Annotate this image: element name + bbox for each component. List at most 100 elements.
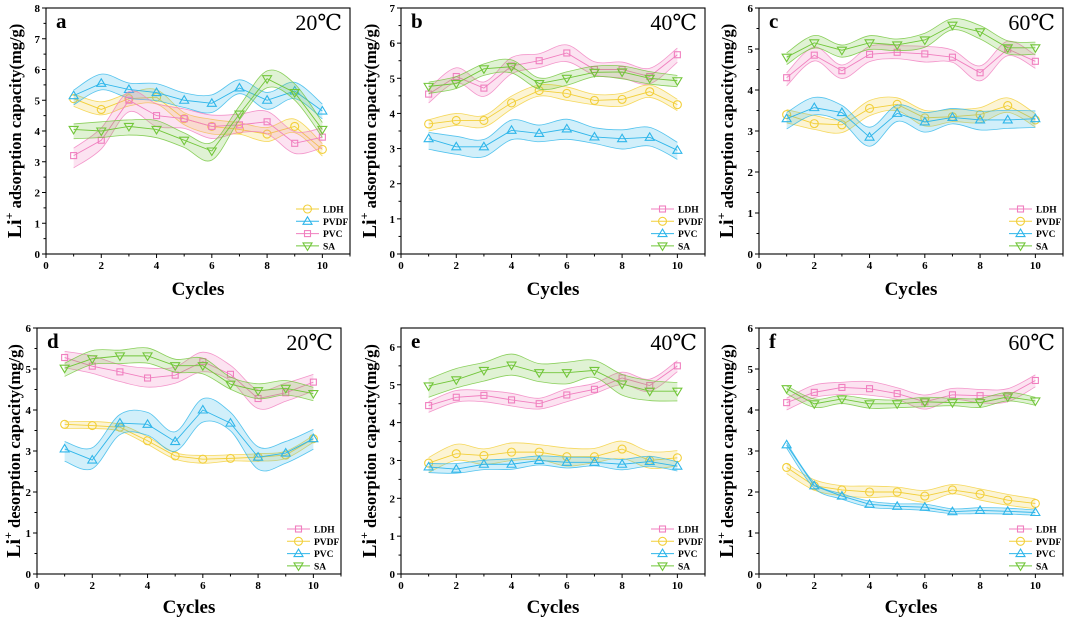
legend-label: PVC [1036, 230, 1056, 240]
data-point [152, 112, 161, 120]
legend-item-sa: SA [1009, 562, 1048, 572]
data-point [307, 390, 319, 400]
series-ldh [425, 44, 681, 104]
data-point [307, 433, 319, 443]
panel-label: a [56, 9, 67, 33]
series-pvc [781, 96, 1041, 147]
y-tick-label: 5 [35, 95, 41, 107]
legend-item-ldh: LDH [651, 525, 699, 536]
error-band-lower [786, 473, 1036, 510]
y-tick-label: 6 [390, 38, 396, 50]
data-point [836, 46, 848, 56]
panel-label: b [411, 9, 423, 33]
x-tick-label: 4 [154, 260, 160, 272]
series-line [786, 380, 1036, 404]
legend-marker [1016, 525, 1025, 533]
error-band [73, 74, 323, 119]
y-tick-label: 1 [748, 528, 754, 540]
error-band-upper [64, 347, 314, 388]
y-tick-label: 6 [35, 65, 41, 77]
legend-marker [293, 536, 304, 546]
data-point [451, 449, 461, 459]
data-point [808, 400, 820, 410]
legend-label: PVDF [323, 218, 349, 228]
error-band [64, 351, 314, 410]
data-point [920, 491, 930, 501]
error-band-upper [786, 96, 1036, 128]
x-tick-label: 8 [264, 260, 270, 272]
error-band [428, 354, 678, 402]
y-tick-label: 0 [26, 569, 32, 581]
data-point [891, 107, 903, 117]
error-band-lower [73, 86, 323, 162]
legend-marker [293, 548, 304, 558]
legend: LDH PVDF PVC SA [651, 525, 704, 572]
panel-temperature: 40℃ [650, 330, 697, 355]
data-point [892, 487, 902, 497]
data-point [87, 421, 97, 431]
data-point [671, 387, 683, 397]
legend-marker [1016, 205, 1025, 213]
y-tick-label: 3 [35, 157, 41, 169]
x-tick-label: 8 [977, 260, 983, 272]
plot-frame [758, 327, 1064, 575]
error-band [786, 442, 1036, 516]
legend-label: LDH [678, 526, 699, 536]
data-point [114, 352, 126, 362]
error-band-upper [428, 360, 678, 402]
data-point [452, 72, 460, 81]
data-point [143, 374, 152, 382]
error-band-lower [428, 71, 678, 94]
panel-label: c [769, 9, 778, 33]
data-point [976, 69, 984, 77]
legend-marker [657, 548, 668, 558]
data-point [1029, 397, 1041, 407]
series-line [428, 460, 678, 470]
data-point [781, 113, 793, 123]
x-tick-label: 2 [812, 580, 818, 592]
legend-item-pvc: PVC [296, 230, 343, 240]
data-point [891, 41, 903, 51]
data-point [59, 443, 71, 453]
data-point [864, 131, 876, 141]
x-tick-label: 2 [454, 260, 460, 272]
legend-marker [657, 216, 668, 226]
data-point [317, 144, 327, 154]
error-band [428, 44, 678, 103]
error-band-upper [786, 96, 1036, 121]
data-point [478, 65, 490, 75]
legend-label: PVC [678, 230, 698, 240]
x-tick-label: 4 [509, 260, 515, 272]
data-point [206, 97, 218, 107]
x-tick-label: 10 [672, 260, 684, 272]
legend-marker [1015, 242, 1026, 252]
data-point [671, 460, 683, 470]
series-sa [781, 18, 1041, 65]
x-axis-label: Cycles [885, 597, 938, 618]
legend-marker [1015, 228, 1026, 238]
x-axis-label: Cycles [172, 279, 225, 300]
data-point [1003, 495, 1013, 505]
data-point [316, 125, 328, 136]
data-point [261, 75, 273, 85]
legend-label: LDH [314, 526, 335, 536]
y-tick-label: 5 [26, 364, 32, 376]
y-axis-label-text: desorption capacity(mg/g) [718, 344, 737, 532]
series-pvdf [68, 73, 328, 120]
series-sa [423, 353, 683, 402]
data-point [151, 86, 163, 97]
x-tick-label: 0 [34, 580, 40, 592]
data-point [450, 80, 462, 90]
legend-item-sa: SA [296, 242, 335, 252]
error-band-lower [73, 89, 323, 120]
series-line [428, 364, 678, 392]
data-point [125, 96, 133, 104]
x-tick-label: 4 [509, 580, 515, 592]
data-point [233, 110, 245, 120]
data-point [199, 358, 207, 366]
error-band-upper [428, 440, 678, 458]
series-line [64, 355, 314, 395]
legend-label: PVC [314, 550, 334, 560]
error-band [786, 463, 1036, 509]
data-point [61, 353, 69, 362]
